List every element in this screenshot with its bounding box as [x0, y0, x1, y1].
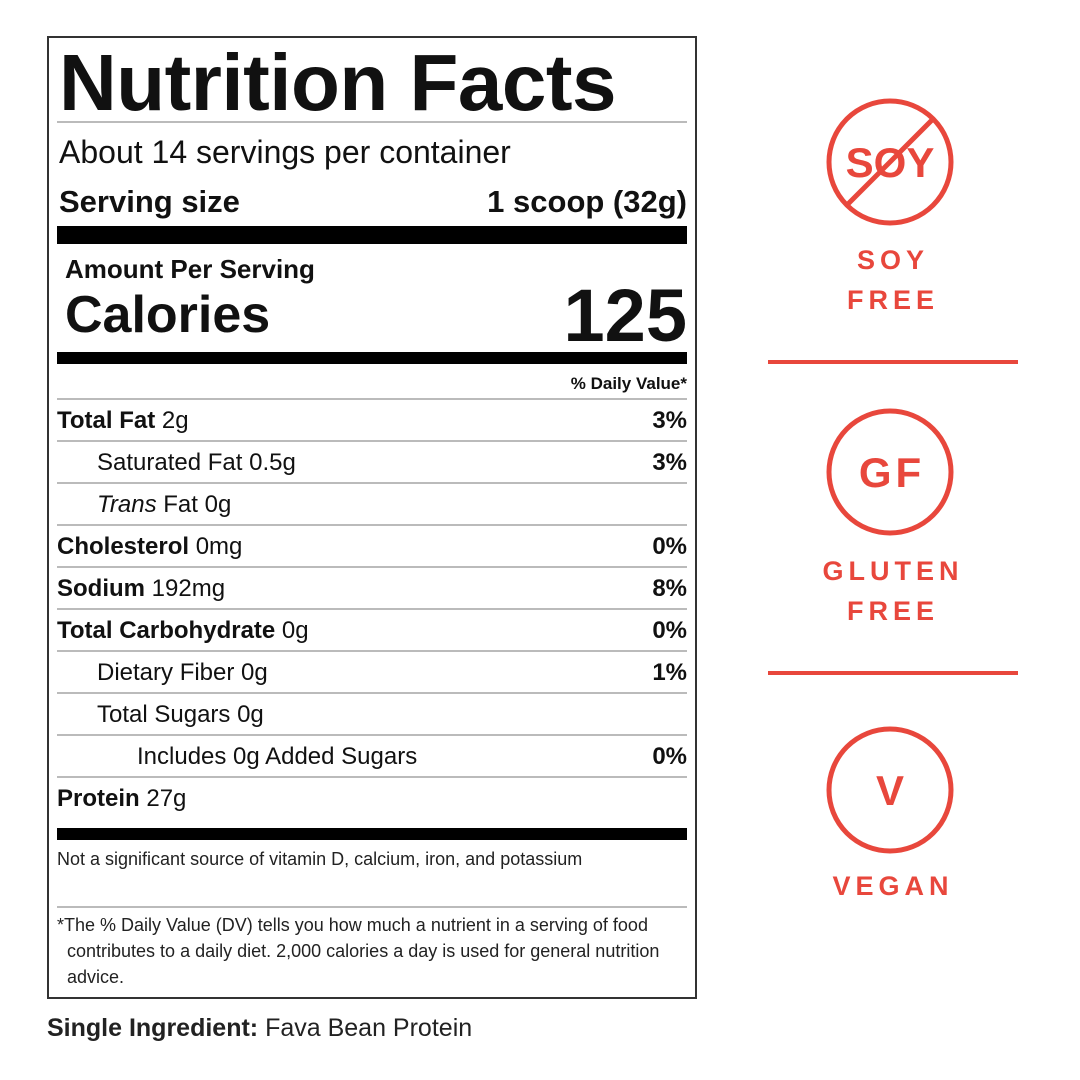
vegan-text: VEGAN [768, 866, 1018, 906]
divider [57, 398, 687, 400]
thick-divider [57, 226, 687, 244]
divider [57, 692, 687, 694]
nutrient-row: Cholesterol 0mg 0% [57, 526, 687, 568]
nutrient-label: Dietary Fiber 0g [57, 659, 268, 687]
vegan-line1: VEGAN [832, 871, 954, 901]
nutrient-name: Saturated Fat [97, 449, 243, 476]
soy-free-line2: FREE [846, 285, 939, 315]
nutrient-label: Saturated Fat 0.5g [57, 449, 296, 477]
nutrient-name: Sodium [57, 575, 145, 602]
divider [57, 482, 687, 484]
nutrient-name: Protein [57, 785, 140, 812]
nutrient-daily-value: 3% [652, 407, 687, 434]
nutrient-row: Protein 27g [57, 778, 687, 820]
nutrient-label: Protein 27g [57, 785, 186, 813]
daily-value-header: % Daily Value* [570, 374, 687, 393]
thick-divider [57, 828, 687, 840]
gluten-free-icon: GF [826, 408, 954, 536]
nutrient-label: Trans Fat 0g [57, 491, 231, 519]
nutrient-label: Total Carbohydrate 0g [57, 617, 309, 645]
nutrient-amount: 0.5g [249, 449, 296, 476]
serving-size: Serving size 1 scoop (32g) [57, 182, 687, 222]
vegan-icon: V [826, 726, 954, 854]
not-significant-note: Not a significant source of vitamin D, c… [57, 849, 583, 869]
nutrient-name: Cholesterol [57, 533, 190, 560]
nutrient-row: Saturated Fat 0.5g 3% [57, 442, 687, 484]
soy-free-text: SOY FREE [768, 240, 1018, 320]
nutrient-amount: 0g [241, 659, 268, 686]
serving-size-label: Serving size [59, 184, 240, 219]
svg-text:GF: GF [859, 449, 925, 496]
gluten-free-line1: GLUTEN [822, 556, 964, 586]
serving-size-value: 1 scoop (32g) [487, 184, 687, 219]
nutrient-row: Total Fat 2g 3% [57, 400, 687, 442]
divider [57, 650, 687, 652]
calories-row: Calories 125 [57, 274, 687, 357]
nutrient-daily-value: 0% [652, 533, 687, 560]
divider [57, 566, 687, 568]
ingredient-line: Single Ingredient: Fava Bean Protein [47, 1014, 472, 1043]
nutrient-name: Trans [97, 491, 157, 518]
no-soy-icon: SOY [826, 98, 954, 226]
gluten-free-line2: FREE [846, 596, 939, 626]
nutrient-name-suffix: Fat [163, 491, 198, 518]
badge-divider [768, 360, 1018, 364]
nutrient-daily-value: 1% [652, 659, 687, 686]
amount-per-serving: Amount Per Serving [65, 253, 315, 284]
calories-label: Calories [65, 286, 271, 344]
svg-text:V: V [876, 767, 904, 814]
nutrient-row: Total Sugars 0g [57, 694, 687, 736]
label-title: Nutrition Facts [59, 38, 616, 127]
ingredient-value: Fava Bean Protein [265, 1014, 473, 1042]
nutrient-label: Cholesterol 0mg [57, 533, 242, 561]
nutrient-row: Includes 0g Added Sugars 0% [57, 736, 687, 778]
nutrition-facts-label: Nutrition Facts About 14 servings per co… [47, 36, 697, 999]
thick-divider [57, 352, 687, 364]
nutrient-label: Sodium 192mg [57, 575, 225, 603]
soy-free-line1: SOY [856, 245, 930, 275]
nutrient-name: Dietary Fiber [97, 659, 235, 686]
nutrient-amount: 2g [161, 407, 189, 434]
nutrient-daily-value: 0% [652, 617, 687, 644]
nutrient-label: Total Sugars 0g [57, 701, 264, 729]
nutrient-daily-value: 3% [652, 449, 687, 476]
nutrient-amount: 27g [146, 785, 187, 812]
divider [57, 440, 687, 442]
calories-value: 125 [563, 273, 687, 357]
nutrient-amount: 0g [281, 617, 309, 644]
nutrient-name: Includes 0g Added Sugars [137, 743, 418, 770]
nutrient-row: Dietary Fiber 0g 1% [57, 652, 687, 694]
nutrient-label: Includes 0g Added Sugars [57, 743, 417, 771]
nutrient-amount: 0g [204, 491, 232, 518]
daily-value-footnote: *The % Daily Value (DV) tells you how mu… [57, 915, 660, 987]
nutrient-label: Total Fat 2g [57, 407, 189, 435]
divider [57, 776, 687, 778]
nutrient-daily-value: 0% [652, 743, 687, 770]
gluten-free-text: GLUTEN FREE [768, 551, 1018, 631]
divider [57, 608, 687, 610]
divider [57, 734, 687, 736]
divider [57, 121, 687, 123]
badge-divider [768, 671, 1018, 675]
nutrient-amount: 192mg [151, 575, 226, 602]
ingredient-label: Single Ingredient: [47, 1014, 259, 1042]
divider [57, 524, 687, 526]
servings-per-container: About 14 servings per container [59, 133, 511, 170]
nutrient-name: Total Carbohydrate [57, 617, 276, 644]
nutrient-amount: 0g [237, 701, 264, 728]
nutrient-daily-value: 8% [652, 575, 687, 602]
divider [57, 906, 687, 908]
nutrient-row: Sodium 192mg 8% [57, 568, 687, 610]
nutrient-name: Total Fat [57, 407, 156, 434]
nutrient-amount: 0mg [195, 533, 243, 560]
nutrient-row: Total Carbohydrate 0g 0% [57, 610, 687, 652]
nutrient-name: Total Sugars [97, 701, 231, 728]
nutrient-row: Trans Fat 0g [57, 484, 687, 526]
